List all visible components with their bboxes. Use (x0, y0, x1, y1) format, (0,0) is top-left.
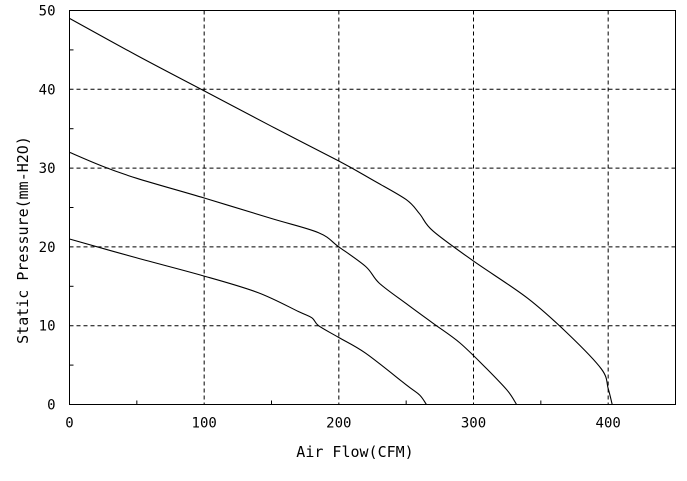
y-tick-label: 40 (39, 82, 56, 98)
x-tick-label: 200 (326, 416, 351, 432)
y-tick-label: 30 (39, 161, 56, 177)
grid (69, 10, 676, 405)
x-tick-label: 400 (596, 416, 621, 432)
series-lines (69, 17, 613, 405)
series-line-2 (69, 151, 518, 405)
y-tick-labels: 0 10 20 30 40 50 (39, 4, 56, 414)
y-axis-title: Static Pressure(mm-H2O) (14, 136, 32, 344)
plot-frame (69, 10, 676, 405)
x-tick-labels: 0 100 200 300 400 (65, 416, 621, 432)
y-tick-label: 0 (47, 398, 55, 414)
y-tick-label: 20 (39, 240, 56, 256)
x-tick-label: 0 (65, 416, 73, 432)
series-line-3 (69, 238, 427, 405)
series-line-1 (69, 17, 613, 405)
minor-ticks (69, 49, 542, 405)
x-axis-title: Air Flow(CFM) (296, 443, 413, 461)
y-tick-label: 50 (39, 4, 56, 20)
x-tick-label: 100 (192, 416, 217, 432)
x-tick-label: 300 (461, 416, 486, 432)
y-tick-label: 10 (39, 319, 56, 335)
